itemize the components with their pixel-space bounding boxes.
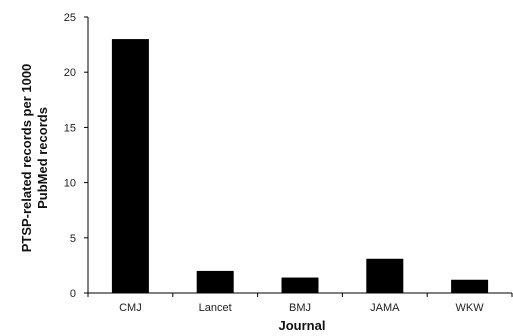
y-tick-label: 15 — [64, 122, 76, 134]
x-tick-label: WKW — [456, 302, 485, 314]
bar-jama — [366, 258, 404, 293]
y-tick-label: 5 — [70, 233, 76, 245]
y-tick-label: 0 — [70, 288, 76, 300]
x-tick-label: BMJ — [289, 302, 311, 314]
plot-area: 0 5 10 15 20 25 CMJ Lancet BMJ JAMA WKW — [64, 12, 513, 314]
bar-bmj — [281, 277, 319, 293]
bar-lancet — [196, 270, 234, 293]
y-axis-title: PTSP-related records per 1000 PubMed rec… — [19, 64, 50, 253]
y-tick-label: 20 — [64, 67, 76, 79]
x-tick-label: JAMA — [370, 302, 400, 314]
x-tick-label: Lancet — [199, 302, 232, 314]
y-axis-title-line-2: PubMed records — [35, 107, 50, 209]
x-tick-label: CMJ — [119, 302, 142, 314]
bar-cmj — [111, 39, 149, 293]
x-axis-title: Journal — [279, 318, 326, 333]
y-tick-label: 10 — [64, 178, 76, 190]
y-axis-title-line-1: PTSP-related records per 1000 — [19, 64, 34, 253]
bar-wkw — [451, 279, 489, 293]
y-tick-label: 25 — [64, 12, 76, 24]
